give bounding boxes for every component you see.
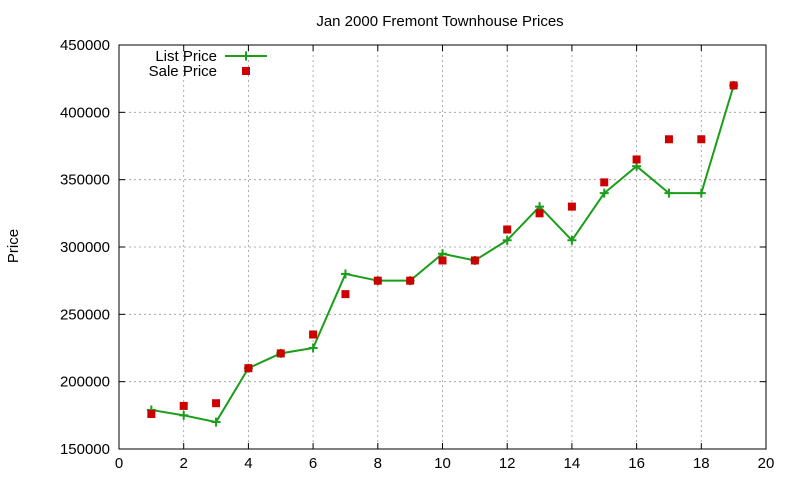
- y-tick-label: 250000: [60, 306, 110, 323]
- sale-price-point: [664, 135, 673, 144]
- axis-ticks: 0 2 4 6 8 10 12 14 16 18 20 150000 200000 250000 30000…: [60, 37, 774, 472]
- list-price-point: [211, 417, 221, 427]
- sale-price-point: [406, 276, 415, 285]
- sale-price-point: [244, 364, 253, 373]
- y-tick-label: 300000: [60, 239, 110, 256]
- sale-price-point: [535, 209, 544, 218]
- x-tick-label: 4: [244, 455, 252, 472]
- sale-price-point: [212, 399, 221, 408]
- y-tick-label: 150000: [60, 441, 110, 458]
- list-price-point: [696, 188, 706, 198]
- x-tick-label: 12: [499, 455, 516, 472]
- x-tick-label: 18: [693, 455, 710, 472]
- legend-label-sale-price: Sale Price: [149, 63, 217, 80]
- sale-price-point: [567, 202, 576, 211]
- list-price-point: [502, 235, 512, 245]
- legend-marker-sale-price: [242, 67, 250, 75]
- y-tick-label: 350000: [60, 172, 110, 189]
- sale-price-point: [276, 349, 285, 358]
- x-tick-label: 14: [564, 455, 581, 472]
- sale-price-point: [147, 409, 156, 418]
- y-tick-label: 450000: [60, 37, 110, 54]
- x-tick-label: 10: [434, 455, 451, 472]
- sale-price-point: [179, 401, 188, 410]
- x-tick-label: 6: [309, 455, 317, 472]
- sale-price-point: [632, 155, 641, 164]
- list-price-point: [599, 188, 609, 198]
- sale-price-point: [341, 290, 350, 299]
- list-price-point: [179, 410, 189, 420]
- sale-price-point: [309, 330, 318, 339]
- x-tick-label: 2: [180, 455, 188, 472]
- list-price-point: [664, 188, 674, 198]
- x-tick-label: 0: [115, 455, 123, 472]
- series: [146, 80, 739, 427]
- list-price-point: [340, 269, 350, 279]
- y-axis-label: Price: [5, 229, 22, 263]
- chart-title: Jan 2000 Fremont Townhouse Prices: [316, 13, 563, 30]
- sale-price-point: [729, 81, 738, 90]
- sale-price-point: [373, 276, 382, 285]
- sale-price-point: [503, 225, 512, 234]
- x-tick-label: 20: [758, 455, 775, 472]
- legend-marker-list-price: [241, 51, 251, 61]
- sale-price-point: [697, 135, 706, 144]
- y-tick-label: 400000: [60, 104, 110, 121]
- list-price-point: [567, 235, 577, 245]
- sale-price-point: [470, 256, 479, 265]
- grid: [119, 45, 766, 449]
- sale-price-point: [600, 178, 609, 187]
- sale-price-point: [438, 256, 447, 265]
- y-tick-label: 200000: [60, 374, 110, 391]
- legend: List Price Sale Price: [149, 48, 267, 80]
- legend-label-list-price: List Price: [155, 48, 217, 65]
- x-tick-label: 16: [628, 455, 645, 472]
- list-price-point: [308, 343, 318, 353]
- x-tick-label: 8: [374, 455, 382, 472]
